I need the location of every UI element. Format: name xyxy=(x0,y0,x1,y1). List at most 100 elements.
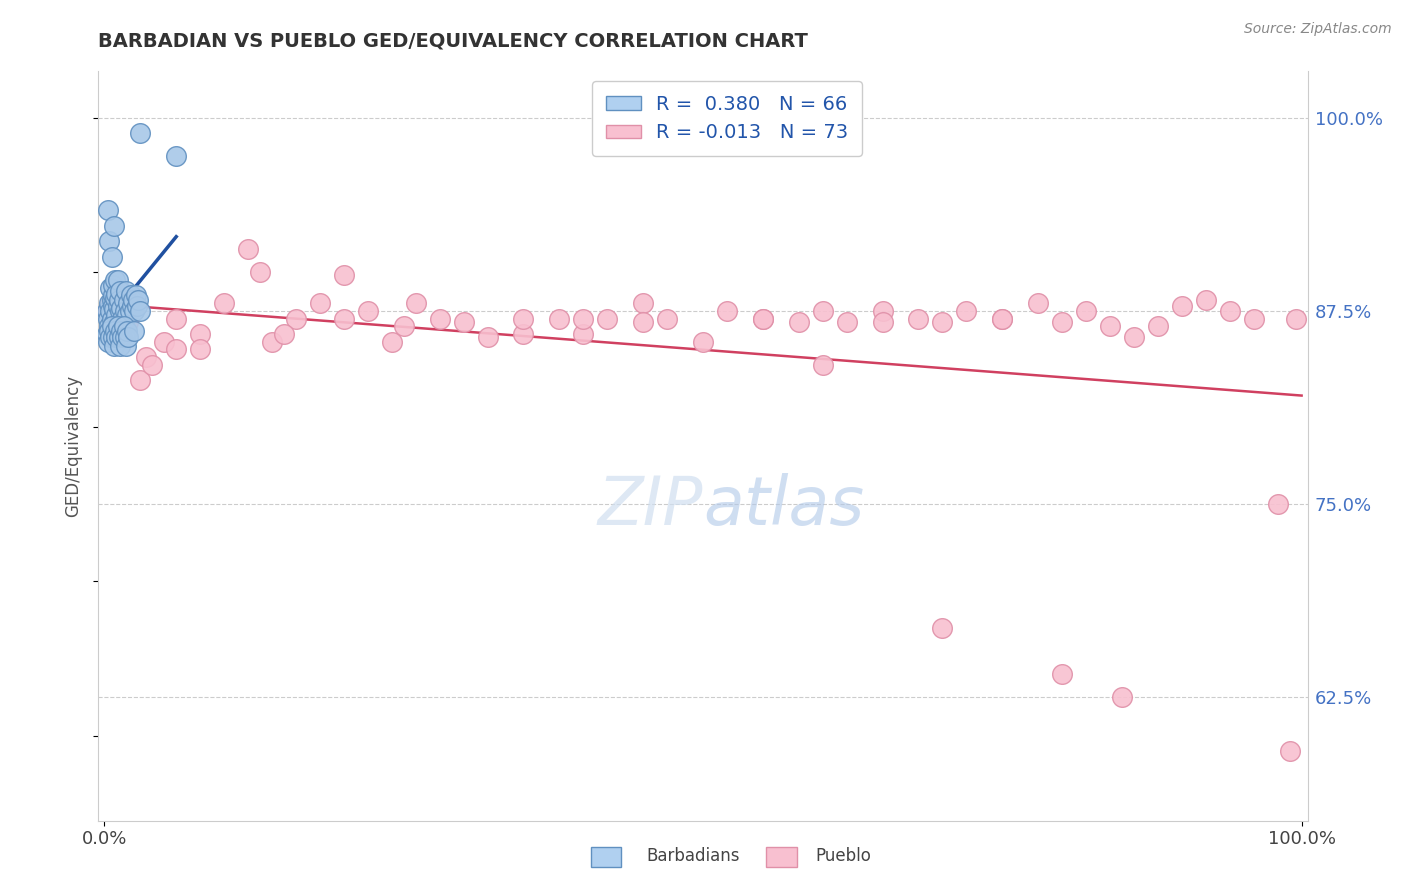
Point xyxy=(103,315,125,329)
Point xyxy=(103,299,125,313)
Point xyxy=(100,303,122,318)
Point xyxy=(129,373,152,387)
Point xyxy=(188,326,211,341)
Text: BARBADIAN VS PUEBLO GED/EQUIVALENCY CORRELATION CHART: BARBADIAN VS PUEBLO GED/EQUIVALENCY CORR… xyxy=(98,31,808,50)
Point xyxy=(115,303,138,318)
Point xyxy=(110,322,132,336)
Point xyxy=(117,296,139,310)
Point xyxy=(135,350,157,364)
Point xyxy=(453,315,475,329)
Point xyxy=(107,273,129,287)
Point xyxy=(107,293,129,307)
Point xyxy=(141,358,163,372)
Point xyxy=(107,315,129,329)
Point xyxy=(101,330,124,344)
Point xyxy=(97,311,120,326)
Point xyxy=(118,303,141,318)
Point xyxy=(96,326,118,341)
Point xyxy=(1284,311,1306,326)
Point xyxy=(107,330,129,344)
Point xyxy=(97,203,120,218)
Text: atlas: atlas xyxy=(703,473,865,539)
Point xyxy=(477,330,499,344)
Point xyxy=(188,343,211,357)
Point xyxy=(512,311,534,326)
Point xyxy=(309,296,332,310)
Point xyxy=(1074,303,1097,318)
Point xyxy=(512,326,534,341)
Point xyxy=(111,330,134,344)
Point xyxy=(1099,319,1122,334)
Text: ZIP: ZIP xyxy=(598,473,703,539)
Point xyxy=(596,311,619,326)
Point xyxy=(787,315,810,329)
Point xyxy=(124,288,146,302)
Point xyxy=(107,299,129,313)
Point xyxy=(98,296,121,310)
Point xyxy=(1195,293,1218,307)
Point xyxy=(114,303,136,318)
Point xyxy=(105,330,128,344)
Point xyxy=(101,277,124,292)
Point xyxy=(631,296,654,310)
Point xyxy=(249,265,271,279)
Point xyxy=(100,296,122,310)
Point xyxy=(429,311,451,326)
Point xyxy=(100,330,122,344)
Point xyxy=(1171,299,1194,313)
Point xyxy=(103,219,125,233)
Point xyxy=(115,309,138,323)
Point xyxy=(1123,330,1146,344)
Point xyxy=(110,301,132,315)
Point xyxy=(1111,690,1133,704)
Point xyxy=(811,303,834,318)
Point xyxy=(107,319,129,334)
Point xyxy=(655,311,678,326)
Point xyxy=(121,299,143,313)
Point xyxy=(1219,303,1241,318)
Point xyxy=(153,334,176,349)
Point xyxy=(872,315,894,329)
Point xyxy=(100,319,122,334)
Point xyxy=(124,299,146,313)
Point xyxy=(991,311,1014,326)
Point xyxy=(105,309,128,323)
Point xyxy=(103,302,125,317)
Point xyxy=(165,343,187,357)
Point xyxy=(631,315,654,329)
Point xyxy=(1243,311,1265,326)
Point xyxy=(236,242,259,256)
Point xyxy=(165,149,187,163)
Point xyxy=(872,303,894,318)
Point xyxy=(1026,296,1049,310)
Point xyxy=(716,303,738,318)
Point xyxy=(97,334,120,349)
Point xyxy=(1267,497,1289,511)
Point xyxy=(381,334,404,349)
Point xyxy=(104,324,127,338)
Point xyxy=(333,311,356,326)
Point xyxy=(117,330,139,344)
Point xyxy=(108,339,131,353)
Point xyxy=(104,292,127,306)
Point xyxy=(284,311,307,326)
Point xyxy=(111,311,134,326)
Point xyxy=(548,311,571,326)
Point xyxy=(100,250,122,264)
Point xyxy=(104,273,127,287)
Point xyxy=(260,334,283,349)
Point xyxy=(405,296,427,310)
Point xyxy=(112,319,135,334)
Point xyxy=(752,311,775,326)
Point xyxy=(111,311,134,326)
Point xyxy=(105,286,128,301)
Point xyxy=(273,326,295,341)
Point xyxy=(357,303,380,318)
Point xyxy=(101,299,124,313)
Point xyxy=(1278,744,1301,758)
Point xyxy=(572,326,595,341)
Point xyxy=(752,311,775,326)
Legend: R =  0.380   N = 66, R = -0.013   N = 73: R = 0.380 N = 66, R = -0.013 N = 73 xyxy=(592,81,862,156)
Point xyxy=(97,303,120,318)
Point xyxy=(112,293,135,307)
